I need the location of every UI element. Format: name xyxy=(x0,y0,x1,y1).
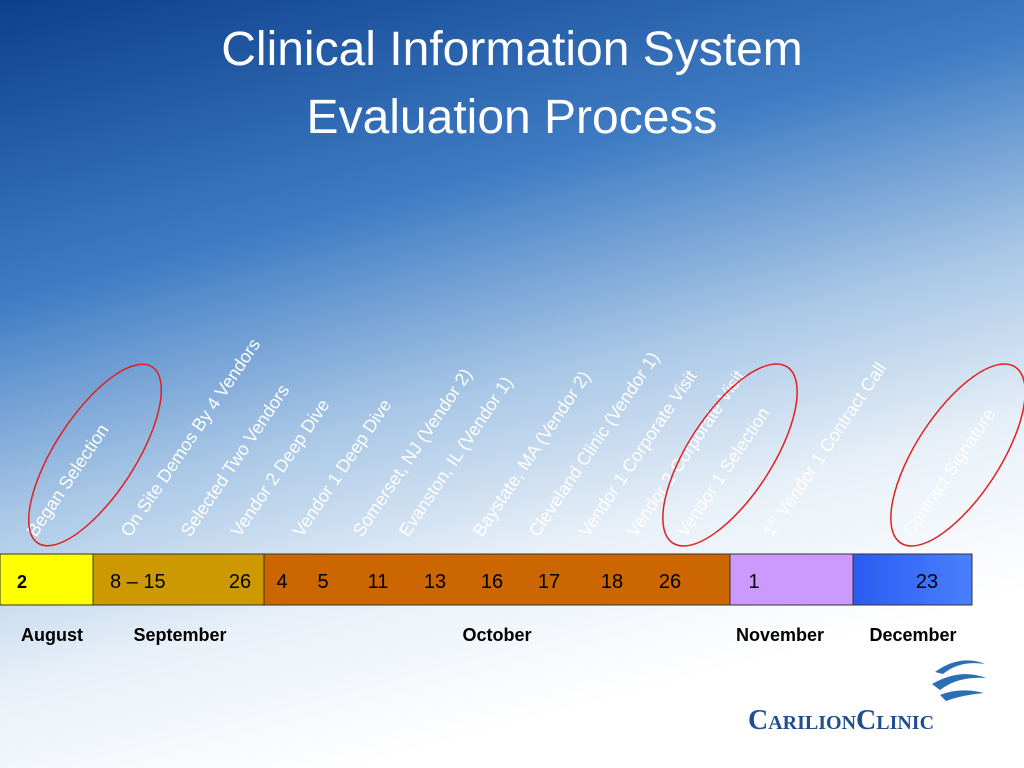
title-line: Clinical Information System xyxy=(221,23,803,76)
highlight-ellipses xyxy=(27,363,1024,547)
month-block xyxy=(729,553,854,606)
date-label: 5 xyxy=(317,571,328,593)
date-label: 18 xyxy=(601,571,623,593)
highlight xyxy=(890,363,1024,547)
month-label: September xyxy=(133,625,226,645)
date-label: 2 xyxy=(17,572,27,592)
logo: CarilionClinic xyxy=(748,660,986,736)
month-block xyxy=(263,553,731,606)
date-label: 13 xyxy=(424,571,446,593)
month-label: November xyxy=(736,625,824,645)
month-label: October xyxy=(462,625,531,645)
date-label: 17 xyxy=(538,571,560,593)
logo-icon xyxy=(932,660,986,701)
date-label: 23 xyxy=(916,571,938,593)
date-label: 4 xyxy=(276,571,287,593)
date-label: 11 xyxy=(368,571,389,593)
date-label: 26 xyxy=(659,571,681,593)
date-label: 16 xyxy=(481,571,503,593)
highlight xyxy=(27,363,163,547)
month-block xyxy=(0,553,94,606)
logo-text: CarilionClinic xyxy=(748,705,934,736)
date-label: 8 – 15 xyxy=(110,571,166,593)
date-label: 1 xyxy=(748,571,759,593)
timeline-bar: 2 August 8 – 15 26 September 4 5 11 13 16 17 18 26 Oc… xyxy=(0,553,973,645)
month-block xyxy=(852,553,973,606)
month-label: August xyxy=(21,625,83,645)
month-block xyxy=(92,553,265,606)
month-label: December xyxy=(869,625,956,645)
date-label: 26 xyxy=(229,571,251,593)
title-line: Evaluation Process xyxy=(307,91,718,144)
highlight xyxy=(662,363,798,547)
